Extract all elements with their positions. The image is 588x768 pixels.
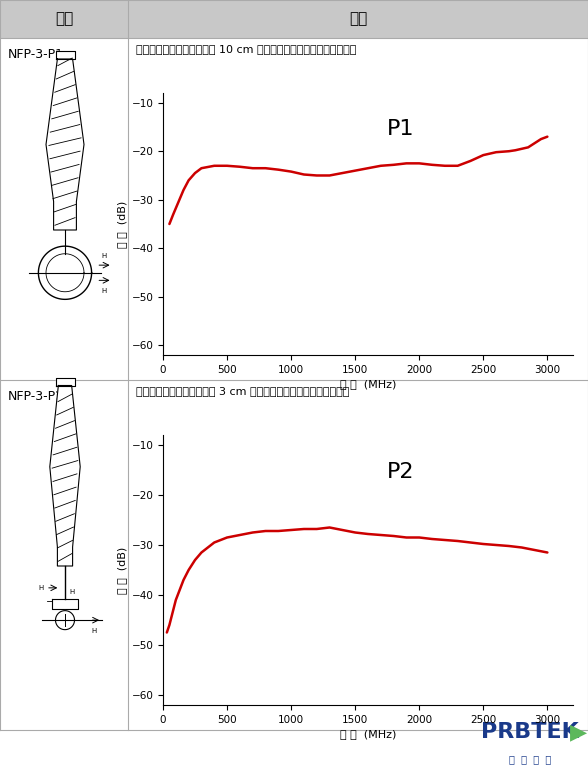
Polygon shape <box>50 386 80 566</box>
Text: H: H <box>70 588 75 594</box>
Text: H: H <box>101 253 106 260</box>
Polygon shape <box>55 51 75 59</box>
X-axis label: 频 率  (MHz): 频 率 (MHz) <box>340 379 396 389</box>
Polygon shape <box>52 599 78 609</box>
X-axis label: 频 率  (MHz): 频 率 (MHz) <box>340 729 396 739</box>
Text: 说明: 说明 <box>349 12 367 27</box>
Polygon shape <box>55 611 75 630</box>
Polygon shape <box>55 378 75 386</box>
Text: ▶: ▶ <box>570 722 587 742</box>
Text: H: H <box>39 585 44 591</box>
Polygon shape <box>46 59 84 230</box>
Y-axis label: 增 益  (dB): 增 益 (dB) <box>117 546 127 594</box>
Bar <box>0 0 588 38</box>
Text: 型号: 型号 <box>55 12 73 27</box>
Text: PRBTEK: PRBTEK <box>481 722 579 742</box>
Text: NFP-3-P2: NFP-3-P2 <box>8 390 64 403</box>
Text: 普  科  科  技: 普 科 科 技 <box>509 754 551 764</box>
Text: 磁场近场探头，可探测范围 3 cm 以内。用于精确检测泄漏的磁场。: 磁场近场探头，可探测范围 3 cm 以内。用于精确检测泄漏的磁场。 <box>136 386 349 396</box>
Text: H: H <box>92 627 97 634</box>
Text: P1: P1 <box>387 119 415 139</box>
Y-axis label: 增 益  (dB): 增 益 (dB) <box>117 200 127 247</box>
Text: H: H <box>101 288 106 294</box>
Text: NFP-3-P1: NFP-3-P1 <box>8 48 64 61</box>
Text: P2: P2 <box>387 462 415 482</box>
Text: 磁场近场探头，可探测范围 10 cm 以内。用于定位检测泄漏的磁场。: 磁场近场探头，可探测范围 10 cm 以内。用于定位检测泄漏的磁场。 <box>136 44 356 54</box>
